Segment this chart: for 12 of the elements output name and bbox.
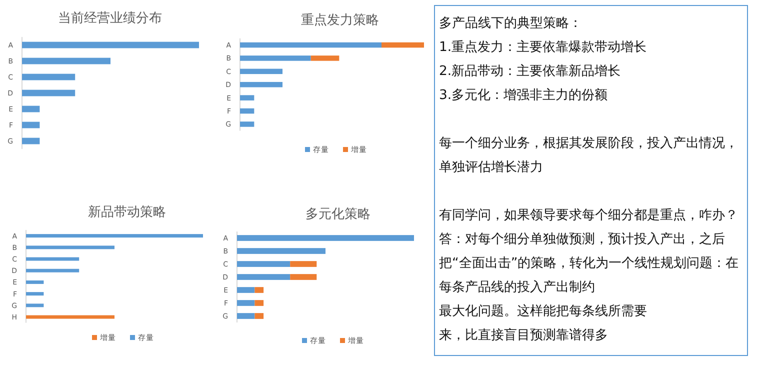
chart-title: 新品带动策略 xyxy=(88,205,166,220)
text: 来，比直接盲目预测靠谱得多 xyxy=(439,327,609,345)
text: 最大化问题。这样能把每条线所需要 xyxy=(439,303,648,321)
text: 2.新品带动：主要依靠新品增长 xyxy=(439,63,622,81)
text: 3.多元化：增强非主力的份额 xyxy=(439,87,609,105)
chart-title: 当前经营业绩分布 xyxy=(58,11,162,26)
text: 每一个细分业务，根据其发展阶段，投入产出情况，单独评估增长潜力 xyxy=(439,135,739,177)
chart-title: 重点发力策略 xyxy=(301,13,379,28)
text: 多产品线下的典型策略： xyxy=(439,15,583,33)
chart-title: 多元化策略 xyxy=(306,207,370,222)
text: 有同学问，如果领导要求每个细分都是重点，咋办？答：对每个细分单独做预测，预计投入产出，之后把“全面出击”的策略，转化为一个线性规划问题：在每条产品线的投入产出制约 xyxy=(439,207,740,297)
text: 1.重点发力：主要依靠爆款带动增长 xyxy=(439,39,648,57)
